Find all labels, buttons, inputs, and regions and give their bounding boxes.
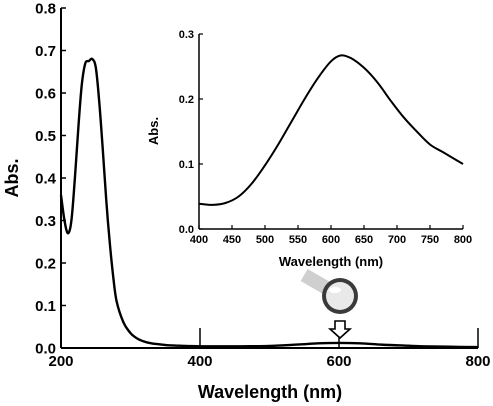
y-tick-label: 0.7 xyxy=(35,43,56,60)
y-tick-label: 0.0 xyxy=(179,224,194,236)
main-x-axis-label: Wavelength (nm) xyxy=(198,382,342,402)
x-tick-label: 800 xyxy=(465,353,490,370)
main-y-axis-label: Abs. xyxy=(2,158,22,197)
inset-chart: 0.0 0.1 0.2 0.3 400 450 500 550 600 650 700 750 800… xyxy=(146,29,472,269)
x-tick-label: 450 xyxy=(223,234,241,246)
y-tick-label: 0.3 xyxy=(35,213,56,230)
x-tick-label: 200 xyxy=(48,353,73,370)
x-tick-label: 400 xyxy=(187,353,212,370)
y-tick-label: 0.3 xyxy=(179,29,194,41)
y-tick-label: 0.2 xyxy=(35,255,56,272)
x-tick-label: 600 xyxy=(322,234,340,246)
inset-y-axis-ticks: 0.0 0.1 0.2 0.3 xyxy=(179,29,203,236)
y-tick-label: 0.8 xyxy=(35,0,56,17)
inset-spectrum-line xyxy=(198,54,464,206)
x-tick-label: 700 xyxy=(388,234,406,246)
x-tick-label: 650 xyxy=(355,234,373,246)
x-tick-label: 400 xyxy=(190,234,208,246)
y-tick-label: 0.2 xyxy=(179,94,194,106)
y-tick-label: 0.1 xyxy=(35,298,56,315)
inset-x-axis-label: Wavelength (nm) xyxy=(279,254,383,269)
main-spectrum-line xyxy=(59,57,479,349)
inset-x-axis-ticks: 400 450 500 550 600 650 700 750 800 xyxy=(190,225,472,246)
y-tick-label: 0.6 xyxy=(35,85,56,102)
x-tick-label: 600 xyxy=(326,353,351,370)
y-tick-label: 0.4 xyxy=(35,170,57,187)
x-tick-label: 800 xyxy=(454,234,472,246)
x-tick-label: 500 xyxy=(256,234,274,246)
main-y-axis-ticks: 0.0 0.1 0.2 0.3 0.4 0.5 0.6 0.7 0.8 xyxy=(35,0,66,357)
y-tick-label: 0.0 xyxy=(35,340,56,357)
vial-photo-icon xyxy=(300,268,358,314)
y-tick-label: 0.1 xyxy=(179,159,194,171)
y-tick-label: 0.5 xyxy=(35,128,56,145)
down-arrow-icon xyxy=(327,320,353,340)
inset-y-axis-label: Abs. xyxy=(146,117,161,145)
x-tick-label: 550 xyxy=(289,234,307,246)
x-tick-label: 750 xyxy=(421,234,439,246)
